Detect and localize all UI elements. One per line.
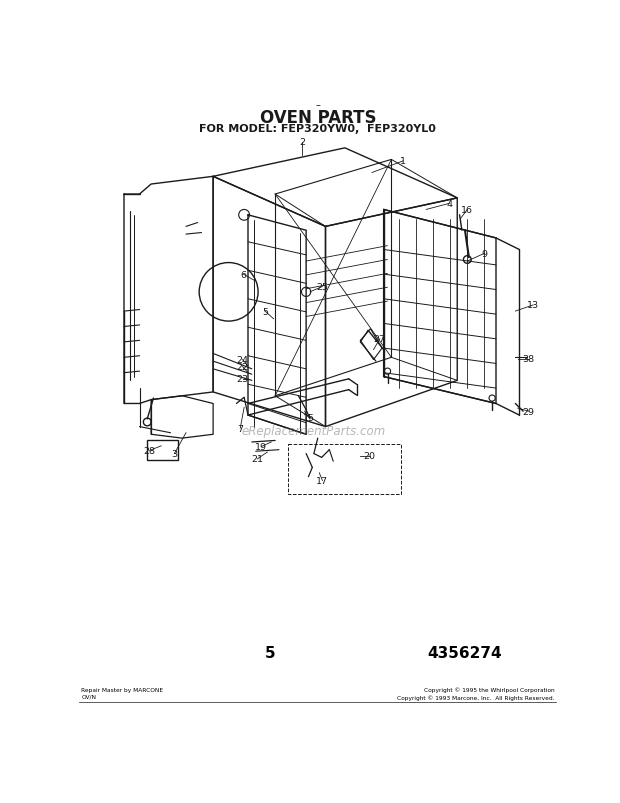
Text: 13: 13 <box>527 301 539 310</box>
Text: 24: 24 <box>237 356 249 365</box>
Text: OVEN PARTS: OVEN PARTS <box>260 109 376 127</box>
Text: –: – <box>316 100 320 110</box>
Text: 17: 17 <box>316 476 329 485</box>
Text: 15: 15 <box>303 414 314 422</box>
Text: 5: 5 <box>262 308 268 316</box>
Text: 4356274: 4356274 <box>428 645 502 660</box>
Text: Repair Master by MARCONE
OV/N: Repair Master by MARCONE OV/N <box>81 687 164 699</box>
Text: 21: 21 <box>251 454 264 464</box>
Bar <box>148 441 179 460</box>
Text: FOR MODEL: FEP320YW0,  FEP320YL0: FOR MODEL: FEP320YW0, FEP320YL0 <box>199 124 436 133</box>
Text: 27: 27 <box>374 335 386 344</box>
Text: 5: 5 <box>264 645 275 660</box>
Text: 38: 38 <box>523 355 534 364</box>
Text: Copyright © 1995 the Whirlpool Corporation
Copyright © 1993 Marcone, Inc.  All R: Copyright © 1995 the Whirlpool Corporati… <box>397 687 554 699</box>
Text: 22: 22 <box>237 363 249 372</box>
Text: 20: 20 <box>364 452 376 461</box>
Text: 25: 25 <box>316 283 329 291</box>
Text: 16: 16 <box>461 206 473 214</box>
Text: 9: 9 <box>481 250 487 259</box>
Text: 2: 2 <box>299 138 305 147</box>
Text: 3: 3 <box>171 450 177 459</box>
Text: 6: 6 <box>241 271 246 279</box>
Text: 4: 4 <box>446 199 453 209</box>
Text: 28: 28 <box>144 446 156 455</box>
Text: 1: 1 <box>400 157 406 166</box>
Text: 29: 29 <box>523 407 534 416</box>
Text: 19: 19 <box>255 442 267 451</box>
Text: 23: 23 <box>236 375 249 384</box>
Text: eReplacementParts.com: eReplacementParts.com <box>242 425 386 438</box>
Text: 7: 7 <box>237 424 243 433</box>
